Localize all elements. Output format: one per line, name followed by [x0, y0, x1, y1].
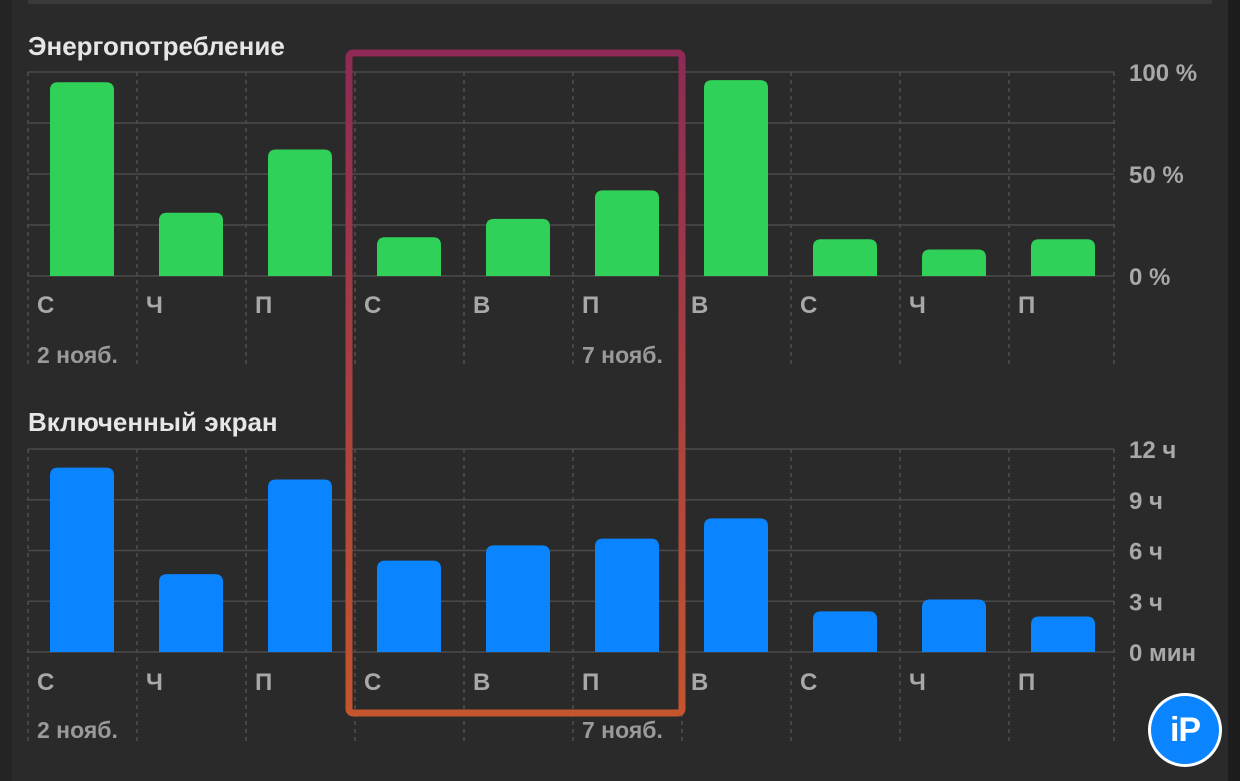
x-tick-label: В	[691, 669, 708, 696]
bar	[704, 518, 768, 652]
x-tick-label: С	[364, 292, 381, 319]
bar	[1031, 616, 1095, 652]
bar	[813, 611, 877, 652]
y-tick-label: 50 %	[1129, 162, 1184, 189]
panel-left-edge	[0, 0, 12, 781]
y-tick-label: 12 ч	[1129, 437, 1176, 464]
chart-title: Включенный экран	[28, 407, 278, 437]
x-tick-label: В	[473, 669, 490, 696]
bar	[704, 80, 768, 276]
chart-title: Энергопотребление	[28, 31, 285, 61]
x-tick-label: Ч	[909, 292, 926, 319]
date-label: 7 нояб.	[582, 342, 663, 368]
x-tick-label: П	[255, 669, 272, 696]
bar	[922, 599, 986, 652]
bar	[922, 249, 986, 276]
x-tick-label: С	[800, 669, 817, 696]
panel-right-edge	[1228, 0, 1240, 781]
x-tick-label: С	[800, 292, 817, 319]
bar	[50, 467, 114, 652]
x-tick-label: В	[691, 292, 708, 319]
x-tick-label: С	[37, 292, 54, 319]
logo-text: iP	[1169, 710, 1201, 749]
x-tick-label: П	[1018, 669, 1035, 696]
bar	[268, 479, 332, 652]
x-tick-label: П	[582, 669, 599, 696]
x-tick-label: Ч	[146, 669, 163, 696]
bar	[50, 82, 114, 276]
y-tick-label: 0 мин	[1129, 640, 1196, 667]
x-tick-label: Ч	[909, 669, 926, 696]
panel-top-divider	[28, 0, 1212, 4]
x-tick-label: С	[37, 669, 54, 696]
bar	[159, 574, 223, 652]
x-tick-label: П	[582, 292, 599, 319]
y-tick-label: 0 %	[1129, 264, 1170, 291]
chart-1: Энергопотребление 100 % 50 % 0 % С Ч П С В П В С Ч П 2…	[27, 31, 1197, 368]
bar	[268, 149, 332, 276]
bar	[377, 560, 441, 652]
date-label: 7 нояб.	[582, 717, 663, 743]
y-tick-label: 6 ч	[1129, 539, 1163, 566]
x-tick-label: В	[473, 292, 490, 319]
x-tick-label: С	[364, 669, 381, 696]
y-tick-label: 3 ч	[1129, 589, 1163, 616]
bar	[1031, 239, 1095, 276]
chart-2: Включенный экран 12 ч 9 ч 6 ч 3 ч 0 мин С Ч П С В П…	[27, 407, 1196, 743]
date-label: 2 нояб.	[37, 342, 118, 368]
bar	[813, 239, 877, 276]
x-tick-label: П	[1018, 292, 1035, 319]
x-tick-label: Ч	[146, 292, 163, 319]
bar	[486, 545, 550, 652]
bar	[486, 218, 550, 276]
bar	[377, 237, 441, 276]
date-label: 2 нояб.	[37, 717, 118, 743]
ip-logo: iP	[1151, 696, 1219, 764]
bar	[159, 212, 223, 276]
y-tick-label: 9 ч	[1129, 488, 1163, 515]
y-tick-label: 100 %	[1129, 60, 1197, 87]
bar	[595, 538, 659, 652]
highlight-box	[345, 49, 686, 717]
x-tick-label: П	[255, 292, 272, 319]
bar	[595, 190, 659, 276]
